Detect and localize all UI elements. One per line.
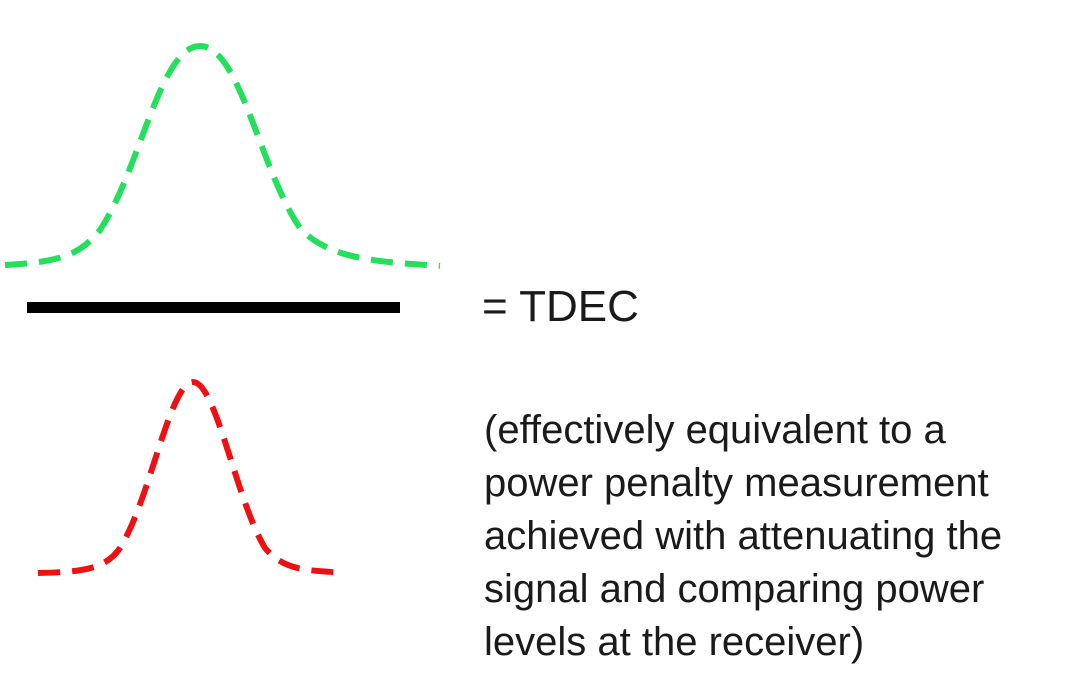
denominator-pulse-curve (37, 378, 346, 576)
note-line: signal and comparing power (484, 567, 985, 611)
fraction-bar (27, 302, 400, 313)
note-line: (effectively equivalent to a (484, 408, 946, 452)
explanation-note: (effectively equivalent to a power penal… (484, 404, 1002, 669)
note-line: achieved with attenuating the (484, 514, 1003, 558)
equation-label: = TDEC (482, 282, 639, 331)
note-line: power penalty measurement (484, 461, 989, 505)
numerator-pulse-curve (4, 42, 441, 269)
note-line: levels at the receiver) (484, 620, 865, 664)
